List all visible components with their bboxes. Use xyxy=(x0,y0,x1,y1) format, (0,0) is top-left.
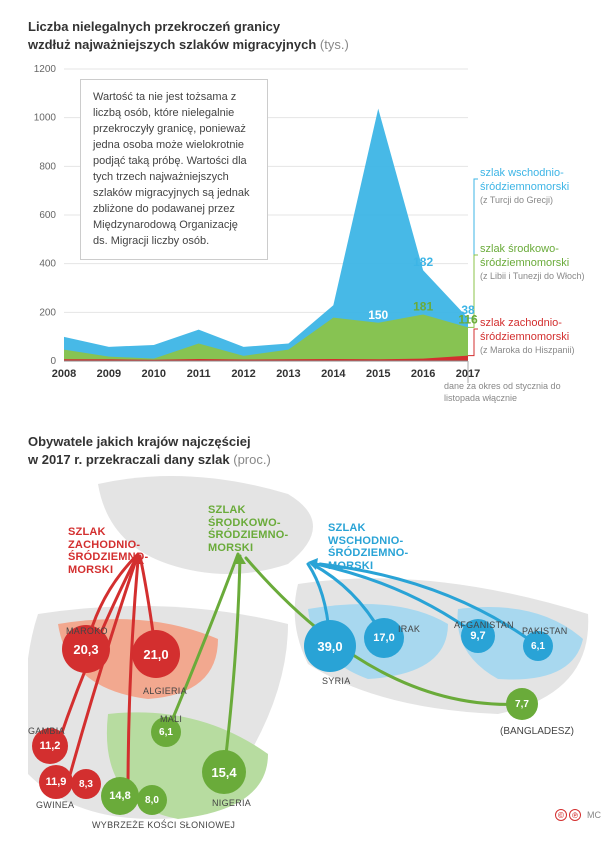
legend-central: szlak środkowo-śródziemnomorski (z Libii… xyxy=(480,243,599,282)
route-head-west: SZLAKZACHODNIO-ŚRÓDZIEMNO-MORSKI xyxy=(68,526,148,577)
legend-central-sub: (z Libii i Tunezji do Włoch) xyxy=(480,271,599,282)
svg-text:0: 0 xyxy=(50,356,56,367)
country-label: GAMBIA xyxy=(28,726,65,736)
bubble-8,3: 8,3 xyxy=(71,769,101,799)
chart-note: Wartość ta nie jest tożsama z liczbą osó… xyxy=(80,79,268,260)
legend-west-sub: (z Maroka do Hiszpanii) xyxy=(480,345,599,356)
svg-text:2012: 2012 xyxy=(231,368,255,380)
svg-text:150: 150 xyxy=(368,308,388,322)
svg-text:880: 880 xyxy=(368,94,388,108)
country-label: MALI xyxy=(160,714,182,724)
map-title-l1: Obywatele jakich krajów najczęściej xyxy=(28,434,251,449)
country-label: AFGANISTAN xyxy=(454,620,514,630)
svg-text:2009: 2009 xyxy=(97,368,121,380)
route-head-central: SZLAKŚRODKOWO-ŚRÓDZIEMNO-MORSKI xyxy=(208,504,288,555)
legend-east: szlak wschodnio-śródziemnomorski (z Turc… xyxy=(480,167,599,206)
svg-text:2010: 2010 xyxy=(142,368,166,380)
bubble-(BANGLADESZ): 7,7 xyxy=(506,688,538,720)
svg-text:2008: 2008 xyxy=(52,368,76,380)
country-label: WYBRZEŻE KOŚCI SŁONIOWEJ xyxy=(92,820,235,830)
svg-text:1000: 1000 xyxy=(34,113,57,124)
legend-central-name: szlak środkowo-śródziemnomorski xyxy=(480,243,599,271)
svg-text:400: 400 xyxy=(39,259,56,270)
title-unit: (tys.) xyxy=(320,37,349,52)
country-label: (BANGLADESZ) xyxy=(500,726,574,737)
bubble-11,9: 11,9 xyxy=(39,765,73,799)
credit-author: MC xyxy=(587,810,601,820)
bubble-SYRIA: 39,0 xyxy=(304,620,356,672)
country-label: NIGERIA xyxy=(212,798,251,808)
svg-text:1200: 1200 xyxy=(34,64,57,75)
svg-text:181: 181 xyxy=(413,300,433,314)
country-label: PAKISTAN xyxy=(522,626,568,636)
svg-text:2013: 2013 xyxy=(276,368,300,380)
country-label: GWINEA xyxy=(36,800,74,810)
area-chart: 0 200 400 600 800 1000 1200 2008 2009 2010 2011 201… xyxy=(28,61,599,411)
bubble-NIGERIA: 15,4 xyxy=(202,750,246,794)
credit: ©℗ MC xyxy=(555,809,601,821)
chart-footnote: dane za okres od stycznia do listopada w… xyxy=(444,381,599,404)
svg-text:182: 182 xyxy=(413,255,433,269)
svg-text:2014: 2014 xyxy=(321,368,346,380)
bubble-14,8: 14,8 xyxy=(101,777,139,815)
svg-text:116: 116 xyxy=(458,313,478,327)
country-label: IRAK xyxy=(398,624,420,634)
title-line2: wzdłuż najważniejszych szlaków migracyjn… xyxy=(28,37,316,52)
country-label: SYRIA xyxy=(322,676,351,686)
map-title: Obywatele jakich krajów najczęściej w 20… xyxy=(28,433,599,468)
map: SZLAKZACHODNIO-ŚRÓDZIEMNO-MORSKI SZLAKŚR… xyxy=(28,474,599,844)
svg-text:2016: 2016 xyxy=(411,368,435,380)
svg-text:2011: 2011 xyxy=(187,368,211,380)
svg-text:200: 200 xyxy=(39,307,56,318)
country-label: MAROKO xyxy=(66,626,108,636)
title-line1: Liczba nielegalnych przekroczeń granicy xyxy=(28,19,280,34)
svg-text:800: 800 xyxy=(39,161,56,172)
map-title-unit: (proc.) xyxy=(233,452,271,467)
legend-east-name: szlak wschodnio-śródziemnomorski xyxy=(480,167,599,195)
chart-title: Liczba nielegalnych przekroczeń granicy … xyxy=(28,18,599,53)
bubble-8,0: 8,0 xyxy=(137,785,167,815)
map-title-l2: w 2017 r. przekraczali dany szlak xyxy=(28,452,230,467)
route-head-east: SZLAKWSCHODNIO-ŚRÓDZIEMNO-MORSKI xyxy=(328,522,408,573)
svg-text:2015: 2015 xyxy=(366,368,390,380)
copyright-icon: ©℗ xyxy=(555,809,581,821)
legend-west: szlak zachodnio-śródziemnomorski (z Maro… xyxy=(480,317,599,356)
bubble-ALGIERIA: 21,0 xyxy=(132,630,180,678)
country-label: ALGIERIA xyxy=(143,686,187,696)
svg-text:600: 600 xyxy=(39,210,56,221)
legend-west-name: szlak zachodnio-śródziemnomorski xyxy=(480,317,599,345)
legend-east-sub: (z Turcji do Grecji) xyxy=(480,195,599,206)
